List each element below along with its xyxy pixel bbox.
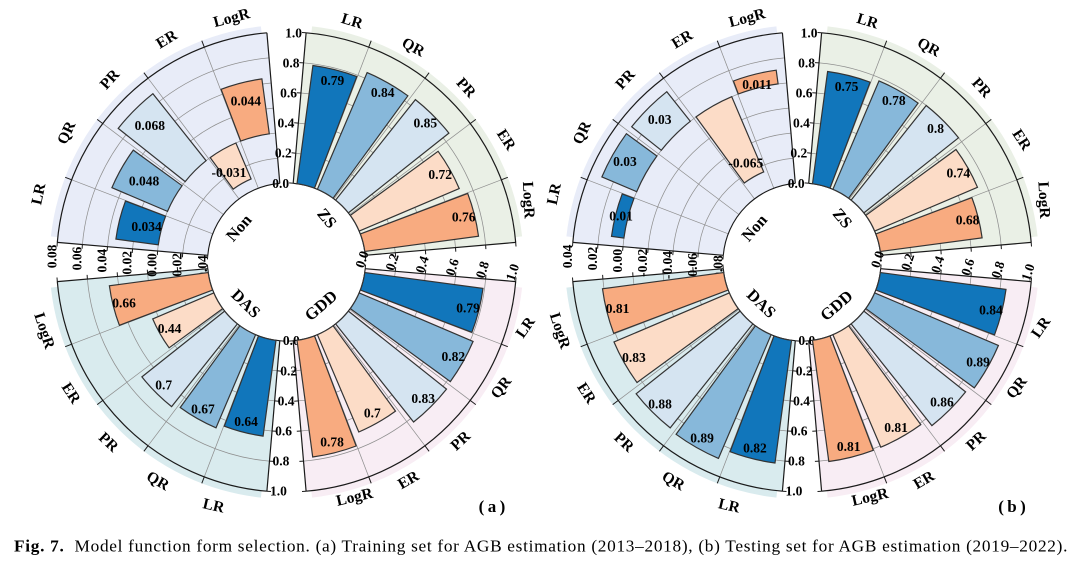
svg-text:0.72: 0.72 (428, 167, 452, 182)
svg-text:LR: LR (28, 181, 49, 206)
svg-text:0.0: 0.0 (352, 249, 372, 270)
svg-text:0.8: 0.8 (283, 55, 300, 70)
svg-text:0.82: 0.82 (743, 441, 767, 456)
svg-text:LR: LR (339, 10, 365, 33)
svg-text:0.6: 0.6 (791, 424, 808, 439)
svg-text:0.034: 0.034 (131, 219, 162, 234)
svg-text:0.4: 0.4 (277, 116, 294, 131)
svg-text:0.03: 0.03 (648, 112, 672, 127)
svg-text:0.6: 0.6 (958, 257, 978, 278)
svg-text:0.0: 0.0 (868, 249, 888, 270)
svg-text:0.00: 0.00 (610, 249, 625, 273)
svg-text:0.78: 0.78 (882, 93, 906, 108)
svg-text:0.011: 0.011 (742, 77, 772, 92)
svg-text:LogR: LogR (1034, 181, 1053, 220)
svg-text:0.81: 0.81 (606, 301, 630, 316)
svg-text:-0.02: -0.02 (635, 248, 650, 276)
svg-text:0.06: 0.06 (69, 246, 84, 270)
svg-text:0.8: 0.8 (272, 454, 289, 469)
svg-text:0.4: 0.4 (412, 254, 432, 275)
svg-text:0.4: 0.4 (793, 393, 810, 408)
svg-text:0.0: 0.0 (798, 333, 815, 348)
svg-text:0.78: 0.78 (320, 435, 344, 450)
svg-text:LogR: LogR (519, 181, 538, 220)
svg-text:-0.031: -0.031 (211, 165, 246, 180)
svg-text:0.01: 0.01 (609, 209, 633, 224)
svg-text:1.0: 1.0 (285, 25, 302, 40)
svg-text:0.84: 0.84 (979, 302, 1003, 317)
svg-text:0.03: 0.03 (613, 154, 637, 169)
svg-text:0.86: 0.86 (930, 394, 954, 409)
svg-text:0.68: 0.68 (956, 213, 980, 228)
svg-text:0.08: 0.08 (44, 244, 59, 268)
svg-text:0.068: 0.068 (135, 118, 166, 133)
svg-text:1.0: 1.0 (1018, 262, 1038, 283)
svg-text:0.76: 0.76 (452, 210, 476, 225)
svg-text:0.66: 0.66 (112, 296, 136, 311)
svg-text:0.2: 0.2 (790, 146, 807, 161)
svg-text:0.04: 0.04 (95, 249, 110, 273)
svg-text:0.6: 0.6 (796, 86, 813, 101)
svg-text:0.2: 0.2 (280, 363, 297, 378)
svg-text:0.00: 0.00 (145, 253, 160, 277)
svg-text:0.8: 0.8 (798, 55, 815, 70)
svg-text:0.02: 0.02 (585, 246, 600, 270)
svg-text:0.7: 0.7 (364, 406, 381, 421)
svg-text:-0.065: -0.065 (728, 156, 763, 171)
svg-text:1.0: 1.0 (270, 484, 287, 499)
svg-text:0.6: 0.6 (275, 424, 292, 439)
svg-text:( a ): ( a ) (479, 497, 506, 516)
svg-text:0.81: 0.81 (837, 439, 861, 454)
svg-text:0.0: 0.0 (272, 176, 289, 191)
svg-text:0.0: 0.0 (283, 333, 300, 348)
svg-text:0.2: 0.2 (382, 251, 402, 272)
svg-text:-0.02: -0.02 (170, 253, 185, 281)
svg-text:1.0: 1.0 (503, 262, 523, 283)
svg-text:0.4: 0.4 (928, 254, 948, 275)
svg-text:1.0: 1.0 (785, 484, 802, 499)
svg-text:( b ): ( b ) (998, 497, 1026, 516)
svg-text:0.64: 0.64 (234, 414, 258, 429)
svg-text:0.044: 0.044 (231, 94, 262, 109)
svg-text:0.83: 0.83 (411, 391, 435, 406)
svg-text:0.8: 0.8 (927, 121, 944, 136)
svg-text:0.6: 0.6 (442, 257, 462, 278)
svg-text:0.02: 0.02 (120, 251, 135, 275)
svg-text:0.0: 0.0 (788, 176, 805, 191)
svg-text:LR: LR (855, 10, 881, 33)
svg-text:1.0: 1.0 (801, 25, 818, 40)
svg-text:0.2: 0.2 (898, 251, 918, 272)
svg-text:0.8: 0.8 (988, 259, 1008, 280)
svg-text:Fig. 7. Model function form s: Fig. 7. Model function form selection. (… (14, 537, 1068, 556)
svg-text:0.048: 0.048 (129, 174, 160, 189)
svg-text:0.82: 0.82 (441, 349, 465, 364)
svg-text:0.88: 0.88 (648, 397, 672, 412)
svg-text:0.89: 0.89 (966, 355, 990, 370)
svg-text:0.75: 0.75 (835, 79, 859, 94)
svg-text:0.83: 0.83 (622, 350, 646, 365)
svg-text:0.67: 0.67 (191, 402, 215, 417)
svg-text:-0.04: -0.04 (660, 251, 675, 279)
svg-text:0.74: 0.74 (946, 166, 970, 181)
svg-text:LR: LR (717, 495, 743, 517)
svg-text:0.44: 0.44 (158, 321, 182, 336)
svg-text:0.2: 0.2 (796, 363, 813, 378)
svg-text:0.4: 0.4 (793, 116, 810, 131)
svg-text:0.79: 0.79 (456, 300, 480, 315)
svg-text:0.85: 0.85 (413, 116, 437, 131)
svg-text:0.79: 0.79 (321, 73, 345, 88)
svg-text:0.4: 0.4 (278, 393, 295, 408)
svg-text:0.8: 0.8 (788, 454, 805, 469)
svg-text:0.84: 0.84 (371, 85, 395, 100)
svg-text:0.81: 0.81 (884, 420, 908, 435)
svg-text:0.04: 0.04 (560, 244, 575, 268)
svg-text:-0.06: -0.06 (685, 253, 700, 281)
svg-text:0.7: 0.7 (155, 377, 172, 392)
svg-text:0.6: 0.6 (280, 86, 297, 101)
svg-text:LR: LR (544, 181, 565, 206)
svg-text:0.8: 0.8 (473, 259, 493, 280)
svg-text:LR: LR (201, 495, 227, 517)
svg-text:0.2: 0.2 (275, 146, 292, 161)
svg-text:0.89: 0.89 (690, 431, 714, 446)
